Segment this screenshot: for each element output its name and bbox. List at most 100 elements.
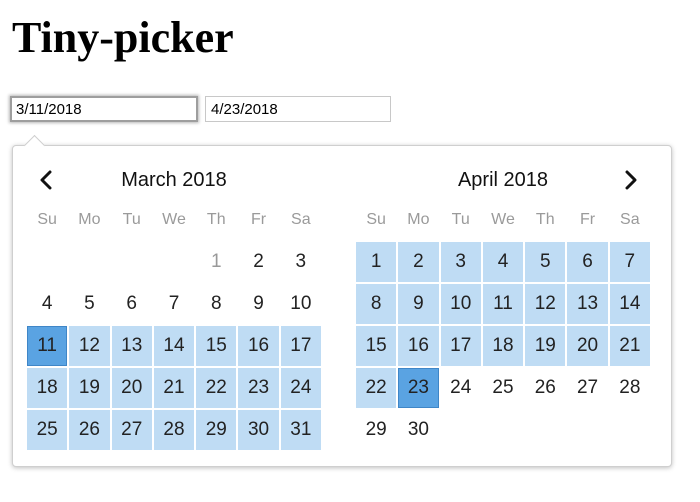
empty-day-cell <box>610 410 650 450</box>
week-row: 25 26 27 28 29 30 31 <box>27 410 321 450</box>
day-cell[interactable]: 17 <box>280 326 321 366</box>
weekday-label: Sa <box>291 211 311 228</box>
day-cell[interactable]: 1 <box>356 242 397 282</box>
day-cell[interactable]: 15 <box>196 326 237 366</box>
prev-month-button[interactable] <box>34 166 58 194</box>
day-cell[interactable]: 10 <box>440 284 481 324</box>
day-cell[interactable]: 4 <box>41 293 53 314</box>
day-cell[interactable]: 12 <box>525 284 566 324</box>
end-date-input[interactable] <box>205 96 391 122</box>
day-cell[interactable]: 31 <box>280 410 321 450</box>
day-cell[interactable]: 21 <box>609 326 650 366</box>
day-cell[interactable]: 19 <box>69 368 110 408</box>
day-cell[interactable]: 13 <box>111 326 152 366</box>
day-cell[interactable]: 26 <box>69 410 110 450</box>
start-date-input[interactable] <box>10 96 198 122</box>
empty-day-cell <box>483 410 523 450</box>
day-cell[interactable]: 3 <box>440 242 481 282</box>
selected-day-cell[interactable]: 11 <box>27 326 68 366</box>
day-cell[interactable]: 24 <box>280 368 321 408</box>
day-cell[interactable]: 25 <box>492 377 514 398</box>
day-cell[interactable]: 16 <box>398 326 439 366</box>
week-row: 1 2 3 <box>27 242 321 282</box>
day-cell[interactable]: 19 <box>525 326 566 366</box>
day-cell[interactable]: 5 <box>525 242 566 282</box>
day-cell[interactable]: 24 <box>450 377 472 398</box>
week-row: 15 16 17 18 19 20 21 <box>356 326 650 366</box>
day-cell[interactable]: 25 <box>27 410 68 450</box>
day-cell[interactable]: 27 <box>576 377 599 398</box>
day-cell[interactable]: 6 <box>126 293 137 314</box>
day-cell[interactable]: 16 <box>238 326 279 366</box>
weekday-header: Su Mo Tu We Th Fr Sa <box>356 208 650 232</box>
day-cell[interactable]: 1 <box>210 251 222 272</box>
day-cell[interactable]: 9 <box>253 293 264 314</box>
day-cell[interactable]: 6 <box>567 242 608 282</box>
empty-day-cell <box>525 410 565 450</box>
week-row: 22 23 24 25 26 27 28 <box>356 368 650 408</box>
day-cell[interactable]: 29 <box>365 419 387 440</box>
day-cell[interactable]: 21 <box>153 368 195 408</box>
selected-day-cell[interactable]: 23 <box>398 368 439 408</box>
day-cell[interactable]: 29 <box>196 410 237 450</box>
day-cell[interactable]: 7 <box>168 293 180 314</box>
weekday-label: Tu <box>451 211 470 228</box>
day-cell[interactable]: 23 <box>238 368 279 408</box>
day-cell[interactable]: 30 <box>407 419 429 440</box>
day-cell[interactable]: 14 <box>609 284 650 324</box>
day-cell[interactable]: 5 <box>84 293 95 314</box>
weekday-label: Fr <box>250 211 267 228</box>
day-cell[interactable]: 17 <box>440 326 481 366</box>
day-cell[interactable]: 3 <box>295 251 307 272</box>
day-cell[interactable]: 10 <box>290 293 312 314</box>
weekday-label: Th <box>206 211 226 228</box>
empty-day-cell <box>441 410 481 450</box>
day-cell[interactable]: 22 <box>196 368 237 408</box>
weekday-label: Tu <box>122 211 141 228</box>
empty-day-cell <box>154 242 194 282</box>
day-cell[interactable]: 26 <box>534 377 556 398</box>
day-cell[interactable]: 13 <box>567 284 608 324</box>
day-cell[interactable]: 7 <box>609 242 650 282</box>
weekday-label: We <box>491 211 515 228</box>
empty-day-cell <box>69 242 109 282</box>
day-cell[interactable]: 11 <box>482 284 524 324</box>
day-cell[interactable]: 30 <box>238 410 279 450</box>
day-cell[interactable]: 12 <box>69 326 110 366</box>
day-cell[interactable]: 4 <box>482 242 524 282</box>
day-cell[interactable]: 15 <box>356 326 397 366</box>
month-title: April 2018 <box>457 169 549 191</box>
day-cell[interactable]: 8 <box>210 293 222 314</box>
week-row: 18 19 20 21 22 23 24 <box>27 368 321 408</box>
day-cell[interactable]: 28 <box>619 377 641 398</box>
day-cell[interactable]: 8 <box>356 284 397 324</box>
month-april: April 2018 Su Mo Tu We Th Fr Sa 1 2 3 4 5 6 7 8 9 10 11 1… <box>356 146 650 466</box>
day-cell[interactable]: 18 <box>27 368 68 408</box>
empty-day-cell <box>27 242 67 282</box>
chevron-left-icon <box>40 170 52 190</box>
page-title: Tiny-picker <box>12 13 234 62</box>
day-cell[interactable]: 9 <box>398 284 439 324</box>
chevron-right-icon <box>625 170 637 190</box>
day-cell[interactable]: 27 <box>111 410 152 450</box>
weekday-label: Su <box>37 211 57 228</box>
weekday-label: Sa <box>620 211 640 228</box>
weekday-label: Mo <box>78 211 101 228</box>
month-march: March 2018 Su Mo Tu We Th Fr Sa 1 2 3 4 5 6 7 8 9 10 11 1… <box>27 146 321 466</box>
day-cell[interactable]: 20 <box>567 326 608 366</box>
day-cell[interactable]: 22 <box>356 368 397 408</box>
week-row: 4 5 6 7 8 9 10 <box>27 284 321 324</box>
day-cell[interactable]: 20 <box>111 368 152 408</box>
weekday-label: Mo <box>407 211 430 228</box>
week-row: 11 12 13 14 15 16 17 <box>27 326 321 366</box>
weekday-label: We <box>162 211 186 228</box>
day-cell[interactable]: 18 <box>482 326 524 366</box>
week-row: 29 30 <box>356 410 650 450</box>
day-cell[interactable]: 14 <box>153 326 195 366</box>
month-title: March 2018 <box>121 169 227 191</box>
day-cell[interactable]: 2 <box>398 242 439 282</box>
day-cell[interactable]: 28 <box>153 410 195 450</box>
next-month-button[interactable] <box>619 166 643 194</box>
day-cell[interactable]: 2 <box>253 251 264 272</box>
weekday-label: Su <box>366 211 386 228</box>
